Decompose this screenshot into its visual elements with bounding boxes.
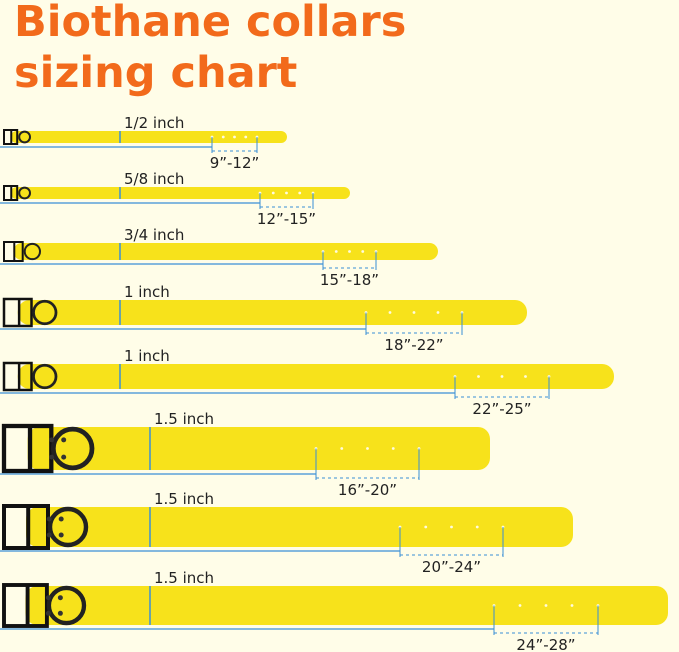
size-label: 20”-24” (422, 558, 481, 576)
rivet (49, 454, 55, 460)
strap (17, 364, 614, 389)
hole (500, 375, 504, 378)
d-ring (23, 242, 41, 261)
hole (340, 447, 344, 450)
width-label: 1 inch (124, 347, 170, 365)
title-line: sizing chart (14, 48, 297, 98)
strap (27, 427, 491, 470)
hole (436, 311, 440, 314)
size-label: 18”-22” (384, 336, 443, 354)
d-ring (18, 186, 32, 200)
strap (10, 187, 350, 199)
hole (366, 447, 369, 450)
rivet (58, 516, 64, 522)
rivet (61, 437, 67, 443)
strap (13, 243, 438, 260)
width-label: 1.5 inch (154, 490, 214, 508)
hole (450, 525, 453, 529)
hole (285, 191, 288, 195)
hole (334, 250, 338, 253)
size-label: 9”-12” (210, 154, 260, 172)
rivet (49, 437, 55, 443)
rivet (46, 532, 52, 538)
hole (544, 604, 548, 607)
hole (424, 525, 428, 529)
d-ring (32, 363, 58, 390)
hole (361, 250, 365, 253)
strap (17, 300, 527, 325)
d-ring (32, 299, 58, 326)
size-label: 22”-25” (472, 400, 531, 418)
hole (475, 525, 479, 529)
rivet (46, 516, 52, 522)
strap (25, 586, 668, 625)
size-label: 15”-18” (320, 271, 379, 289)
hole (412, 311, 416, 314)
hole (570, 604, 574, 607)
width-label: 1/2 inch (124, 114, 184, 132)
hole (518, 604, 522, 607)
rivet (57, 595, 63, 601)
d-ring (46, 585, 87, 626)
strap (10, 131, 287, 143)
rivet (45, 610, 51, 616)
width-label: 1.5 inch (154, 410, 214, 428)
hole (524, 375, 527, 378)
width-label: 5/8 inch (124, 170, 184, 188)
rivet (57, 610, 63, 616)
hole (388, 311, 392, 314)
buckle (2, 297, 33, 328)
rivet (58, 532, 64, 538)
hole (233, 135, 236, 139)
size-label: 24”-28” (516, 636, 575, 652)
size-label: 16”-20” (338, 481, 397, 499)
width-label: 1.5 inch (154, 569, 214, 587)
width-label: 3/4 inch (124, 226, 184, 244)
hole (477, 375, 480, 378)
size-label: 12”-15” (257, 210, 316, 228)
d-ring (18, 130, 32, 144)
d-ring (47, 506, 89, 548)
buckle (2, 361, 33, 392)
rivet (61, 454, 67, 460)
title-line: Biothane collars (14, 0, 406, 47)
width-label: 1 inch (124, 283, 170, 301)
hole (271, 191, 275, 195)
rivet (45, 595, 51, 601)
hole (391, 447, 395, 450)
hole (348, 250, 351, 253)
strap (26, 507, 573, 547)
hole (244, 135, 248, 139)
d-ring (50, 426, 95, 471)
hole (221, 135, 225, 139)
hole (298, 191, 302, 195)
